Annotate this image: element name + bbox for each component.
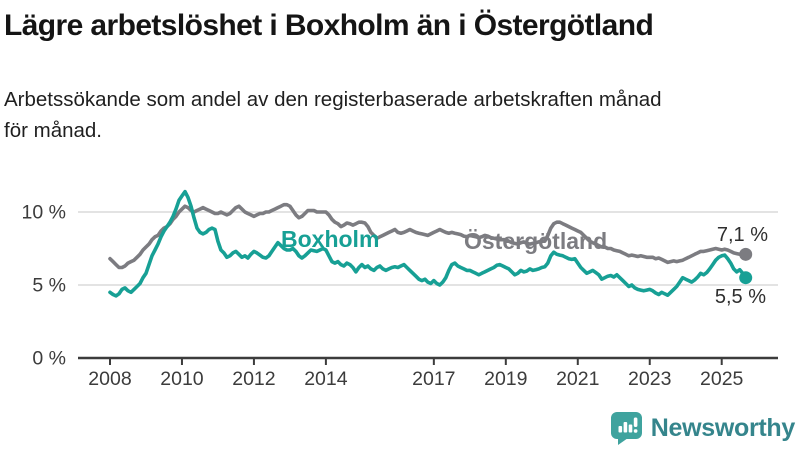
newsworthy-wordmark: Newsworthy	[650, 414, 796, 442]
exclamation-stem	[633, 417, 638, 427]
x-tick-label: 2021	[556, 368, 599, 390]
page-title: Lägre arbetslöshet i Boxholm än i Österg…	[4, 9, 654, 42]
exclamation-dot	[633, 429, 638, 433]
subtitle-line-1: Arbetssökande som andel av den registerb…	[4, 88, 662, 111]
page-subtitle: Arbetssökande som andel av den registerb…	[4, 84, 796, 146]
y-tick-label: 0 %	[32, 348, 66, 370]
end-dot-östergötland	[739, 247, 753, 261]
x-tick-label: 2017	[412, 368, 455, 390]
end-dot-boxholm	[739, 271, 753, 285]
series-line-östergötland	[108, 202, 748, 270]
x-tick-label: 2010	[160, 368, 204, 390]
bar-2	[623, 422, 627, 433]
end-value-ostergotland: 7,1 %	[717, 224, 768, 246]
x-tick-label: 2008	[88, 368, 131, 390]
x-tick-label: 2025	[700, 368, 744, 390]
x-tick-label: 2019	[484, 368, 527, 390]
end-value-boxholm: 5,5 %	[715, 286, 766, 308]
x-tick-label: 2014	[304, 368, 348, 390]
bar-3	[628, 424, 633, 433]
newsworthy-logo: Newsworthy	[610, 411, 795, 446]
bar-1	[618, 426, 622, 433]
series-line-boxholm	[108, 189, 748, 298]
chart-generated-layer: 0 % 5 % 10 % 2008 2010 2012 2014 2017 2019 2021 20…	[22, 189, 778, 390]
series-label-boxholm: Boxholm	[281, 226, 379, 252]
x-tick-label: 2023	[628, 368, 671, 390]
subtitle-line-2: för månad.	[4, 119, 102, 142]
y-tick-label: 10 %	[22, 202, 66, 224]
newsworthy-logo-icon	[610, 412, 642, 445]
series-label-ostergotland: Östergötland	[464, 228, 607, 254]
x-tick-label: 2012	[232, 368, 275, 390]
y-tick-label: 5 %	[32, 275, 66, 297]
